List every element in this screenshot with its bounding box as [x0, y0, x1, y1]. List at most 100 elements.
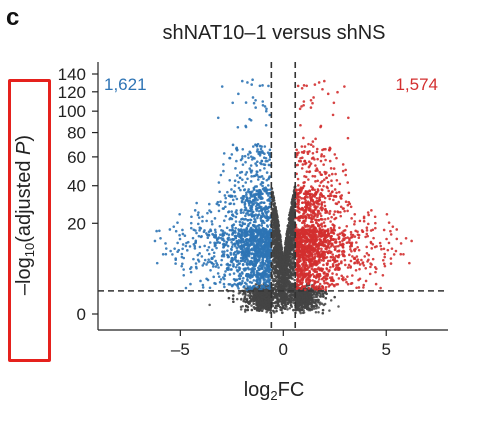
point-ns	[273, 234, 277, 237]
point-ns	[287, 297, 291, 301]
point-ns	[285, 270, 288, 273]
point-ns	[286, 228, 290, 232]
point-ns	[315, 292, 318, 296]
point-ns	[325, 292, 328, 296]
point-ns	[279, 240, 282, 243]
point-ns	[312, 296, 315, 299]
point-down	[201, 219, 204, 223]
point-down	[219, 173, 223, 177]
point-ns	[309, 298, 312, 301]
point-down	[217, 209, 221, 213]
point-ns	[264, 302, 268, 305]
point-ns	[275, 297, 279, 300]
point-down	[251, 145, 255, 148]
point-ns	[273, 202, 277, 205]
point-ns	[293, 209, 296, 213]
point-ns	[301, 311, 305, 315]
point-ns	[321, 308, 325, 312]
point-down	[192, 257, 195, 261]
point-down	[222, 169, 225, 173]
panel-letter: c	[6, 4, 20, 31]
point-down	[225, 232, 229, 236]
point-ns	[289, 252, 293, 256]
point-down	[172, 225, 176, 228]
point-ns	[262, 303, 265, 307]
point-down	[255, 170, 259, 173]
point-down	[222, 163, 225, 166]
point-down	[189, 282, 192, 286]
point-ns	[246, 308, 250, 312]
point-down	[213, 281, 216, 285]
point-ns	[274, 248, 277, 252]
point-down	[251, 96, 255, 99]
point-down	[199, 279, 202, 283]
point-ns	[292, 212, 295, 216]
point-ns	[283, 284, 287, 287]
point-ns	[304, 291, 307, 295]
point-ns	[292, 308, 295, 312]
point-ns	[278, 279, 281, 282]
point-ns	[321, 292, 325, 296]
point-ns	[284, 296, 287, 300]
point-ns	[333, 295, 336, 299]
point-ns	[247, 301, 250, 305]
point-ns	[279, 254, 283, 257]
point-ns	[239, 308, 243, 311]
point-ns	[300, 306, 304, 309]
point-ns	[275, 262, 279, 266]
point-ns	[280, 277, 284, 280]
point-ns	[278, 256, 282, 259]
point-ns	[280, 308, 283, 312]
point-down	[249, 164, 253, 167]
point-down	[217, 181, 221, 184]
point-ns	[308, 302, 311, 306]
point-ns	[277, 246, 281, 249]
point-ns	[290, 206, 293, 209]
point-down	[268, 188, 272, 191]
point-down	[233, 179, 237, 183]
point-down	[241, 279, 244, 283]
point-ns	[252, 302, 255, 305]
point-down	[242, 276, 245, 280]
point-ns	[276, 273, 280, 276]
point-ns	[286, 302, 290, 305]
point-down	[234, 167, 237, 170]
point-ns	[283, 252, 287, 255]
point-ns	[312, 292, 315, 295]
point-down	[205, 219, 208, 223]
point-ns	[281, 305, 285, 308]
point-ns	[269, 308, 272, 312]
point-down	[267, 84, 270, 88]
point-ns	[288, 213, 292, 217]
point-ns	[287, 221, 291, 225]
point-down	[249, 180, 253, 183]
point-ns	[275, 236, 279, 240]
point-ns	[271, 199, 275, 202]
point-ns	[260, 296, 264, 299]
point-down	[264, 123, 268, 127]
point-ns	[286, 254, 290, 257]
point-down	[196, 213, 200, 217]
point-down	[237, 92, 240, 96]
point-ns	[289, 249, 293, 252]
point-ns	[285, 239, 288, 243]
points-layer	[153, 78, 413, 315]
point-ns	[245, 305, 248, 308]
point-ns	[273, 231, 277, 235]
point-down	[208, 241, 212, 244]
point-ns	[290, 219, 293, 222]
point-ns	[250, 308, 254, 312]
point-down	[230, 188, 233, 191]
point-down	[261, 258, 264, 262]
point-ns	[282, 286, 285, 289]
point-down	[238, 176, 242, 180]
point-ns	[280, 270, 283, 273]
point-ns	[298, 295, 302, 299]
point-ns	[316, 301, 320, 304]
point-ns	[290, 285, 293, 289]
point-ns	[276, 215, 279, 219]
point-down	[201, 215, 204, 219]
point-ns	[296, 292, 300, 295]
point-down	[250, 175, 253, 178]
point-down	[263, 167, 266, 170]
